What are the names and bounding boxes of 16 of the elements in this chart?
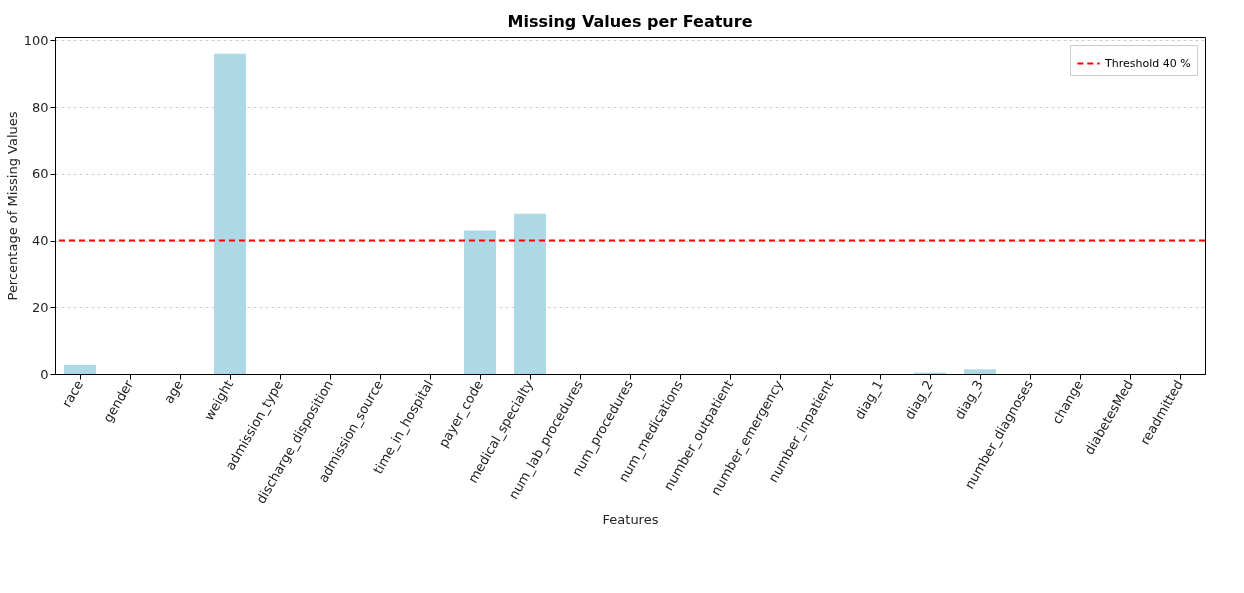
y-axis-title: Percentage of Missing Values [4,111,20,301]
bar [214,53,246,374]
bar [64,364,96,374]
legend-label: Threshold 40 % [1104,56,1191,70]
x-tick-label: age [160,377,187,406]
y-tick-label: 0 [40,366,49,382]
y-tick-label: 100 [23,32,49,48]
y-tick-label: 40 [31,233,49,249]
y-tick-label: 80 [31,99,49,115]
bar [964,369,996,374]
x-axis-title: Features [602,512,659,528]
bar [514,213,546,374]
y-tick-label: 20 [31,299,49,315]
bar [464,230,496,374]
chart-title: Missing Values per Feature [507,12,753,32]
y-tick-label: 60 [31,166,49,182]
